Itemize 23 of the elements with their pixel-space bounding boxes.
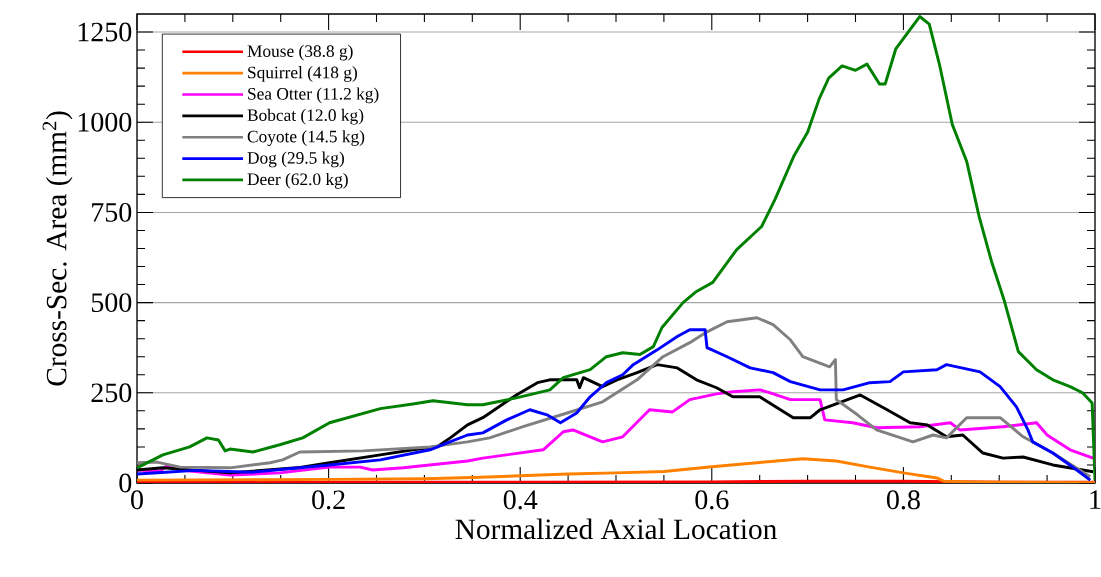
y-tick-label: 500 <box>91 293 132 313</box>
x-axis-title: Normalized Axial Location <box>455 518 777 540</box>
y-tick-label: 1250 <box>78 22 132 42</box>
y-axis-title: Cross-Sec. Area (mm$^{2}$) <box>42 111 73 386</box>
x-tick-label: 0.2 <box>312 490 345 510</box>
legend-label: Dog (29.5 kg) <box>247 151 344 168</box>
x-tick-label: 0.4 <box>503 490 538 510</box>
y-tick-label: 250 <box>91 383 132 403</box>
y-tick-label: 1000 <box>78 112 132 132</box>
x-tick-label: 0.6 <box>695 490 729 510</box>
legend-label: Mouse (38.8 g) <box>247 44 353 61</box>
x-tick-label: 0.8 <box>886 490 920 510</box>
legend-label: Bobcat (12.0 kg) <box>247 108 364 125</box>
line-series <box>137 388 1095 477</box>
y-tick-label: 0 <box>119 473 132 493</box>
legend-label: Coyote (14.5 kg) <box>247 130 365 146</box>
x-tick-label: 1 <box>1090 490 1101 509</box>
y-tick-label: 750 <box>92 202 132 222</box>
legend-label: Sea Otter (11.2 kg) <box>248 87 379 104</box>
legend-label: Squirrel (418 g) <box>248 66 357 82</box>
line-series <box>137 457 1095 483</box>
legend-label: Deer (62.0 kg) <box>247 172 348 189</box>
line-series <box>137 15 1095 482</box>
